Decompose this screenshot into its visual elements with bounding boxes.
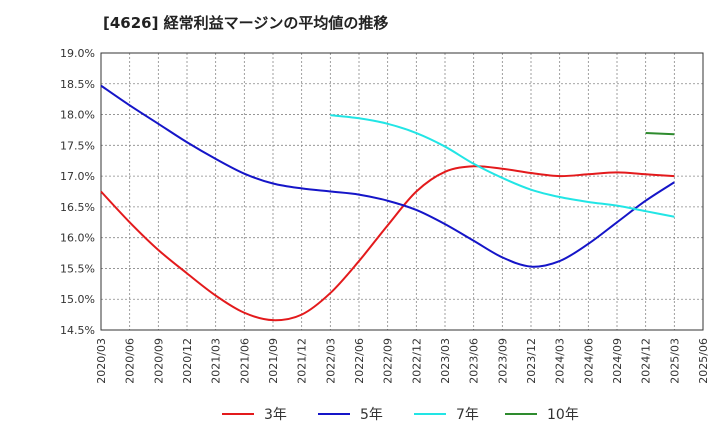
legend-label-1: 3年 [264,407,287,423]
x-tick-label: 2024/09 [611,338,624,384]
x-tick-label: 2023/03 [439,338,452,384]
x-tick-label: 2024/12 [640,338,653,384]
y-tick-label: 17.5% [60,139,95,152]
y-tick-label: 18.0% [60,109,95,122]
chart-title: [4626] 経常利益マージンの平均値の推移 [103,14,389,32]
y-tick-label: 16.5% [60,201,95,214]
x-tick-label: 2022/03 [324,338,337,384]
plot-frame [100,52,704,331]
legend: 3年 5年 7年 10年 [222,407,579,423]
x-tick-label: 2025/03 [668,338,681,384]
x-tick-label: 2024/03 [554,338,567,384]
x-tick-label: 2021/06 [238,338,251,384]
legend-label-2: 5年 [360,407,383,423]
y-tick-label: 17.0% [60,170,95,183]
x-tick-label: 2021/12 [296,338,309,384]
x-tick-label: 2022/09 [382,338,395,384]
series-line-4 [645,132,675,136]
x-tick-label: 2025/06 [697,338,710,384]
x-tick-label: 2020/03 [95,338,108,384]
y-tick-label: 18.5% [60,78,95,91]
x-tick-label: 2020/06 [124,338,137,384]
series-lines [100,84,675,322]
x-tick-label: 2022/12 [410,338,423,384]
grid [100,52,704,331]
x-tick-label: 2020/09 [152,338,165,384]
x-tick-label: 2021/09 [267,338,280,384]
axes: 2020/03 2020/06 2020/09 2020/12 2021/03 2021/… [60,47,710,384]
x-tick-label: 2023/12 [525,338,538,384]
x-tick-label: 2024/06 [582,338,595,384]
legend-label-4: 10年 [547,407,579,423]
series-line-2 [100,84,675,268]
x-tick-label: 2021/03 [210,338,223,384]
legend-label-3: 7年 [456,407,479,423]
y-tick-label: 14.5% [60,324,95,337]
x-tick-label: 2023/06 [468,338,481,384]
x-tick-label: 2020/12 [181,338,194,384]
y-tick-label: 16.0% [60,232,95,245]
x-tick-label: 2023/09 [496,338,509,384]
series-line-1 [100,165,675,322]
y-tick-label: 19.0% [60,47,95,60]
y-tick-label: 15.0% [60,293,95,306]
series-line-3 [330,114,675,218]
y-tick-label: 15.5% [60,262,95,275]
x-tick-label: 2022/06 [353,338,366,384]
